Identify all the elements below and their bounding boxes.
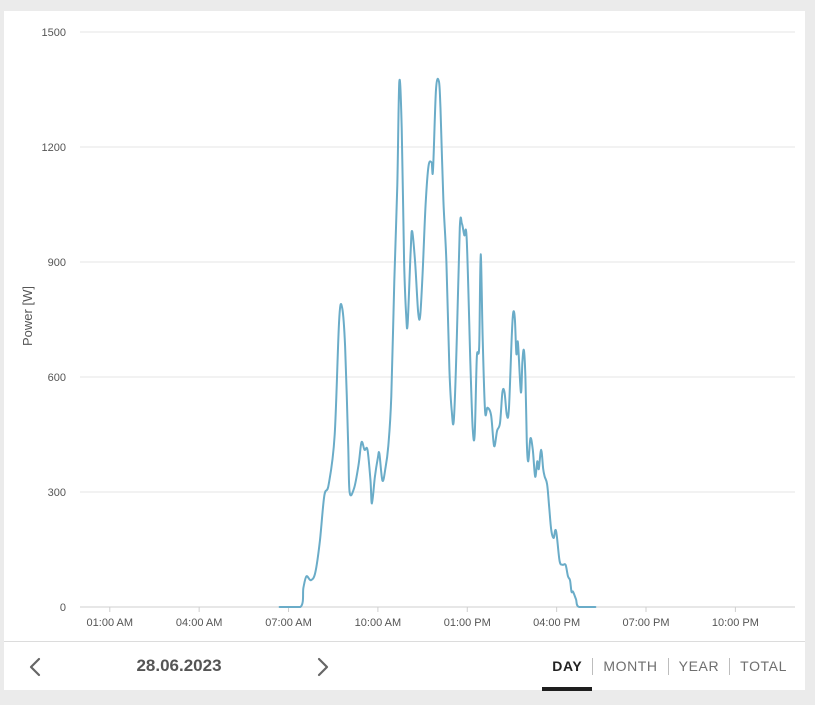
power-series-line	[278, 77, 597, 608]
chart-card: 0 300 600 900 1200 1500 01:00 AM 04:00 AM 07:00…	[4, 11, 805, 691]
x-tick-label: 01:00 AM	[87, 617, 133, 629]
y-tick-label: 0	[60, 602, 66, 614]
y-tick-label: 600	[48, 372, 66, 384]
x-tick-label: 07:00 AM	[265, 617, 311, 629]
x-tick-label: 10:00 AM	[355, 617, 401, 629]
y-tick-label: 1500	[42, 27, 66, 39]
y-axis-ticks: 0 300 600 900 1200 1500	[42, 27, 66, 614]
grid-lines	[80, 31, 795, 608]
tab-separator	[729, 658, 731, 675]
tab-year[interactable]: YEAR	[678, 658, 720, 674]
chevron-right-icon	[317, 657, 329, 677]
y-tick-label: 300	[48, 487, 66, 499]
series-group	[278, 77, 597, 608]
x-tick-label: 10:00 PM	[712, 617, 759, 629]
tab-separator	[592, 658, 594, 675]
tab-total[interactable]: TOTAL	[740, 658, 787, 674]
y-tick-label: 900	[48, 257, 66, 269]
x-tick-label: 07:00 PM	[622, 617, 669, 629]
next-day-button[interactable]	[310, 654, 336, 680]
tab-separator	[667, 658, 669, 675]
tab-month[interactable]: MONTH	[603, 658, 658, 674]
x-tick-label: 01:00 PM	[444, 617, 491, 629]
x-axis-ticks: 01:00 AM 04:00 AM 07:00 AM 10:00 AM 01:00 PM…	[87, 607, 759, 629]
tab-day[interactable]: DAY	[542, 642, 593, 691]
chart-footer: 28.06.2023 DAY MONTH YEAR TOTAL	[4, 641, 805, 691]
x-tick-label: 04:00 PM	[533, 617, 580, 629]
date-display[interactable]: 28.06.2023	[136, 656, 222, 675]
x-tick-label: 04:00 AM	[176, 617, 222, 629]
power-chart: 0 300 600 900 1200 1500 01:00 AM 04:00 AM 07:00…	[20, 27, 795, 629]
y-tick-label: 1200	[42, 142, 66, 154]
period-tabs: DAY MONTH YEAR TOTAL	[542, 642, 797, 691]
chevron-left-icon	[29, 657, 41, 677]
y-axis-label: Power [W]	[20, 286, 35, 346]
previous-day-button[interactable]	[22, 654, 48, 680]
